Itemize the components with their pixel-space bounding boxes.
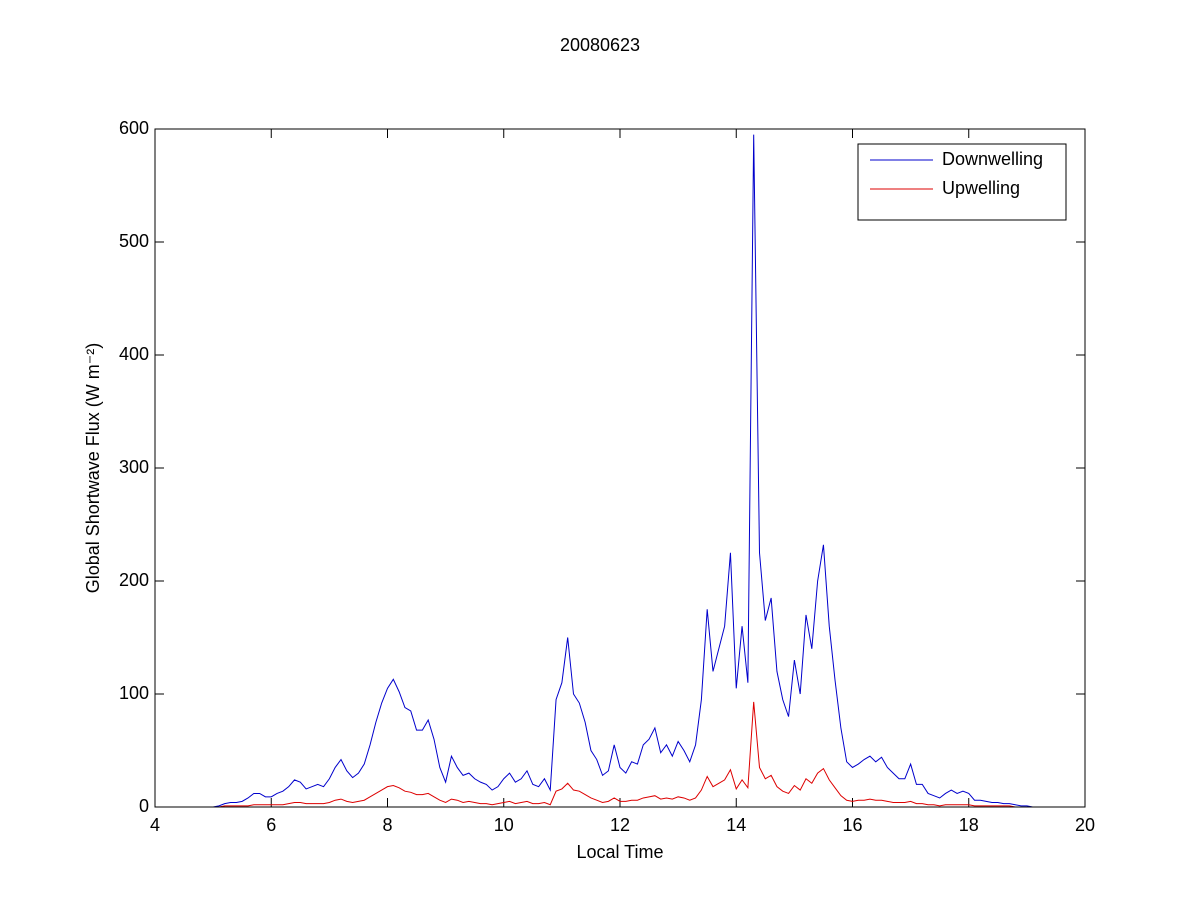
y-tick-label: 0 [139, 796, 149, 816]
x-tick-label: 14 [726, 815, 746, 835]
data-line [155, 701, 1085, 808]
legend-box [857, 143, 1067, 221]
y-tick-label: 400 [119, 344, 149, 364]
x-tick-label: 20 [1075, 815, 1095, 835]
plot-frame [154, 128, 1086, 808]
y-tick-label: 100 [119, 683, 149, 703]
legend-label: Downwelling [942, 149, 1043, 169]
x-tick-label: 16 [842, 815, 862, 835]
x-tick-label: 4 [150, 815, 160, 835]
legend-label: Upwelling [942, 178, 1020, 198]
y-tick-label: 300 [119, 457, 149, 477]
chart-title: 20080623 [560, 35, 640, 55]
data-line [155, 134, 1085, 808]
x-tick-label: 18 [959, 815, 979, 835]
x-tick-label: 12 [610, 815, 630, 835]
x-tick-label: 8 [382, 815, 392, 835]
y-tick-label: 200 [119, 570, 149, 590]
y-tick-label: 600 [119, 118, 149, 138]
x-tick-label: 10 [494, 815, 514, 835]
y-axis-label: Global Shortwave Flux (W m⁻²) [83, 343, 103, 594]
y-tick-label: 500 [119, 231, 149, 251]
x-axis-label: Local Time [576, 842, 663, 862]
x-tick-label: 6 [266, 815, 276, 835]
